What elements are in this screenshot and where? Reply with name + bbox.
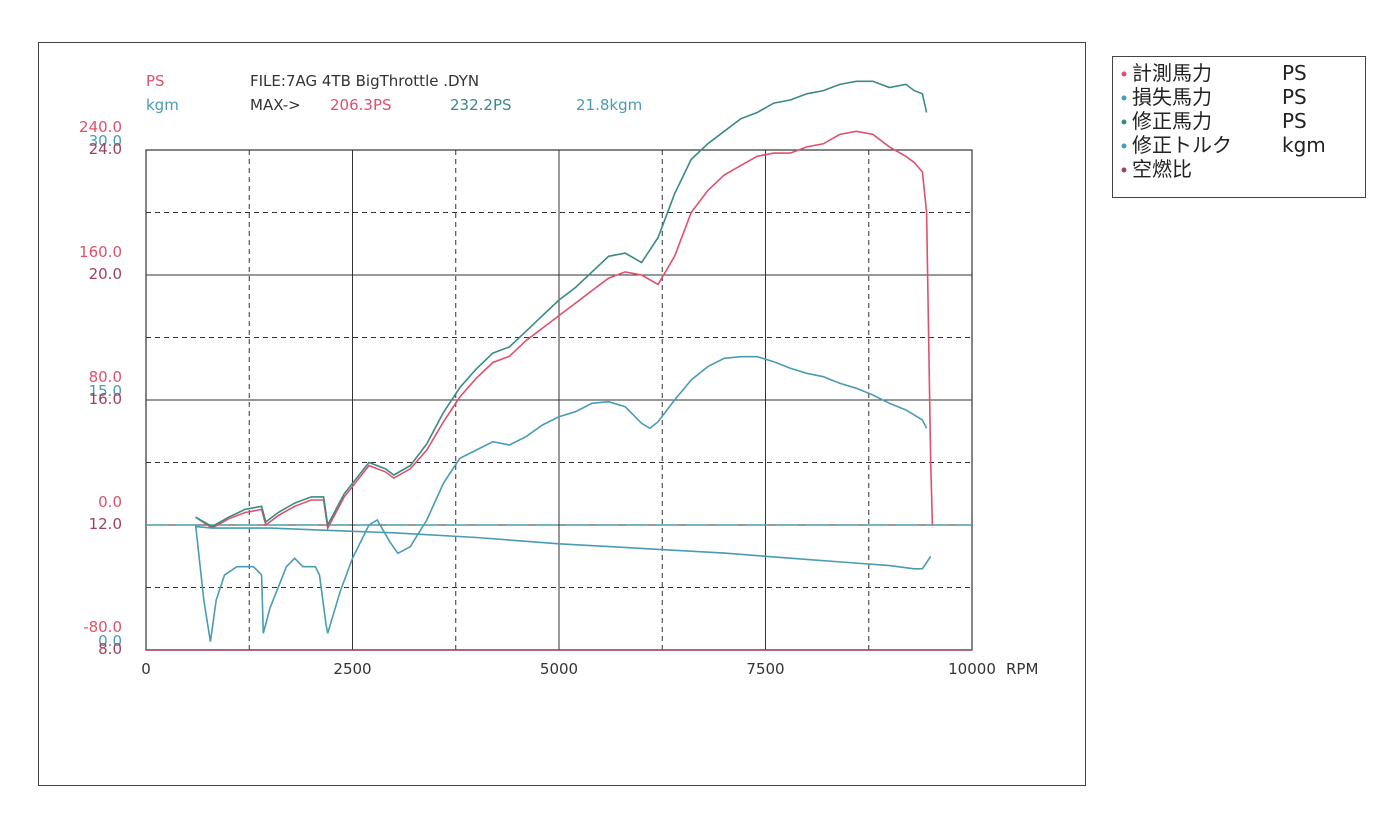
x-axis-title: RPM	[1006, 660, 1038, 678]
unit-kgm-label: kgm	[146, 96, 179, 114]
series-line-2	[195, 80, 928, 528]
max-label: MAX->	[250, 96, 301, 114]
series-group	[146, 80, 972, 651]
legend-item-name: 修正トルク	[1132, 133, 1232, 157]
legend-item-unit: PS	[1282, 85, 1307, 109]
x-axis-labels: 0 2500 5000 7500 10000	[141, 660, 996, 678]
legend: 計測馬力 PS 損失馬力 PS 修正馬力 PS 修正トルク kgm 空燃比	[1121, 61, 1326, 181]
y-tick-kgm: 15.0	[89, 382, 122, 400]
max-corrected-value: 232.2PS	[450, 96, 512, 114]
series-line-0	[195, 130, 934, 531]
y-tick-ps: 0.0	[98, 493, 122, 511]
chart-frame	[38, 42, 1086, 786]
legend-item-name: 修正馬力	[1132, 109, 1212, 133]
legend-item-name: 計測馬力	[1132, 61, 1212, 85]
max-torque-value: 21.8kgm	[576, 96, 642, 114]
y-tick-kgm: 30.0	[89, 132, 122, 150]
y-tick-afr: 20.0	[89, 265, 122, 283]
legend-item-unit: PS	[1282, 61, 1307, 85]
legend-item-name: 損失馬力	[1132, 85, 1212, 109]
x-tick-label: 2500	[333, 660, 371, 678]
legend-marker	[1121, 119, 1127, 125]
legend-marker	[1121, 95, 1127, 101]
legend-marker	[1121, 167, 1127, 173]
series-line-1	[195, 525, 932, 570]
legend-box	[1112, 56, 1366, 198]
legend-item-unit: kgm	[1282, 133, 1326, 157]
unit-ps-label: PS	[146, 72, 165, 90]
x-tick-label: 7500	[746, 660, 784, 678]
x-tick-label: 10000	[948, 660, 996, 678]
y-axis-labels: 240.0160.080.00.0-80.030.015.00.024.020.…	[79, 118, 122, 658]
max-measured-value: 206.3PS	[330, 96, 392, 114]
legend-item-unit: PS	[1282, 109, 1307, 133]
legend-marker	[1121, 71, 1127, 77]
file-name: FILE:7AG 4TB BigThrottle .DYN	[250, 72, 479, 90]
y-tick-ps: -80.0	[83, 618, 122, 636]
y-tick-afr: 16.0	[89, 390, 122, 408]
y-tick-ps: 160.0	[79, 243, 122, 261]
y-tick-afr: 12.0	[89, 515, 122, 533]
x-tick-label: 5000	[540, 660, 578, 678]
legend-marker	[1121, 143, 1127, 149]
series-line-3	[194, 355, 928, 642]
y-tick-afr: 8.0	[98, 640, 122, 658]
y-tick-ps: 240.0	[79, 118, 122, 136]
y-tick-ps: 80.0	[89, 368, 122, 386]
grid	[145, 149, 973, 651]
y-tick-afr: 24.0	[89, 140, 122, 158]
legend-item-name: 空燃比	[1132, 157, 1192, 181]
x-tick-label: 0	[141, 660, 151, 678]
y-tick-kgm: 0.0	[98, 632, 122, 650]
